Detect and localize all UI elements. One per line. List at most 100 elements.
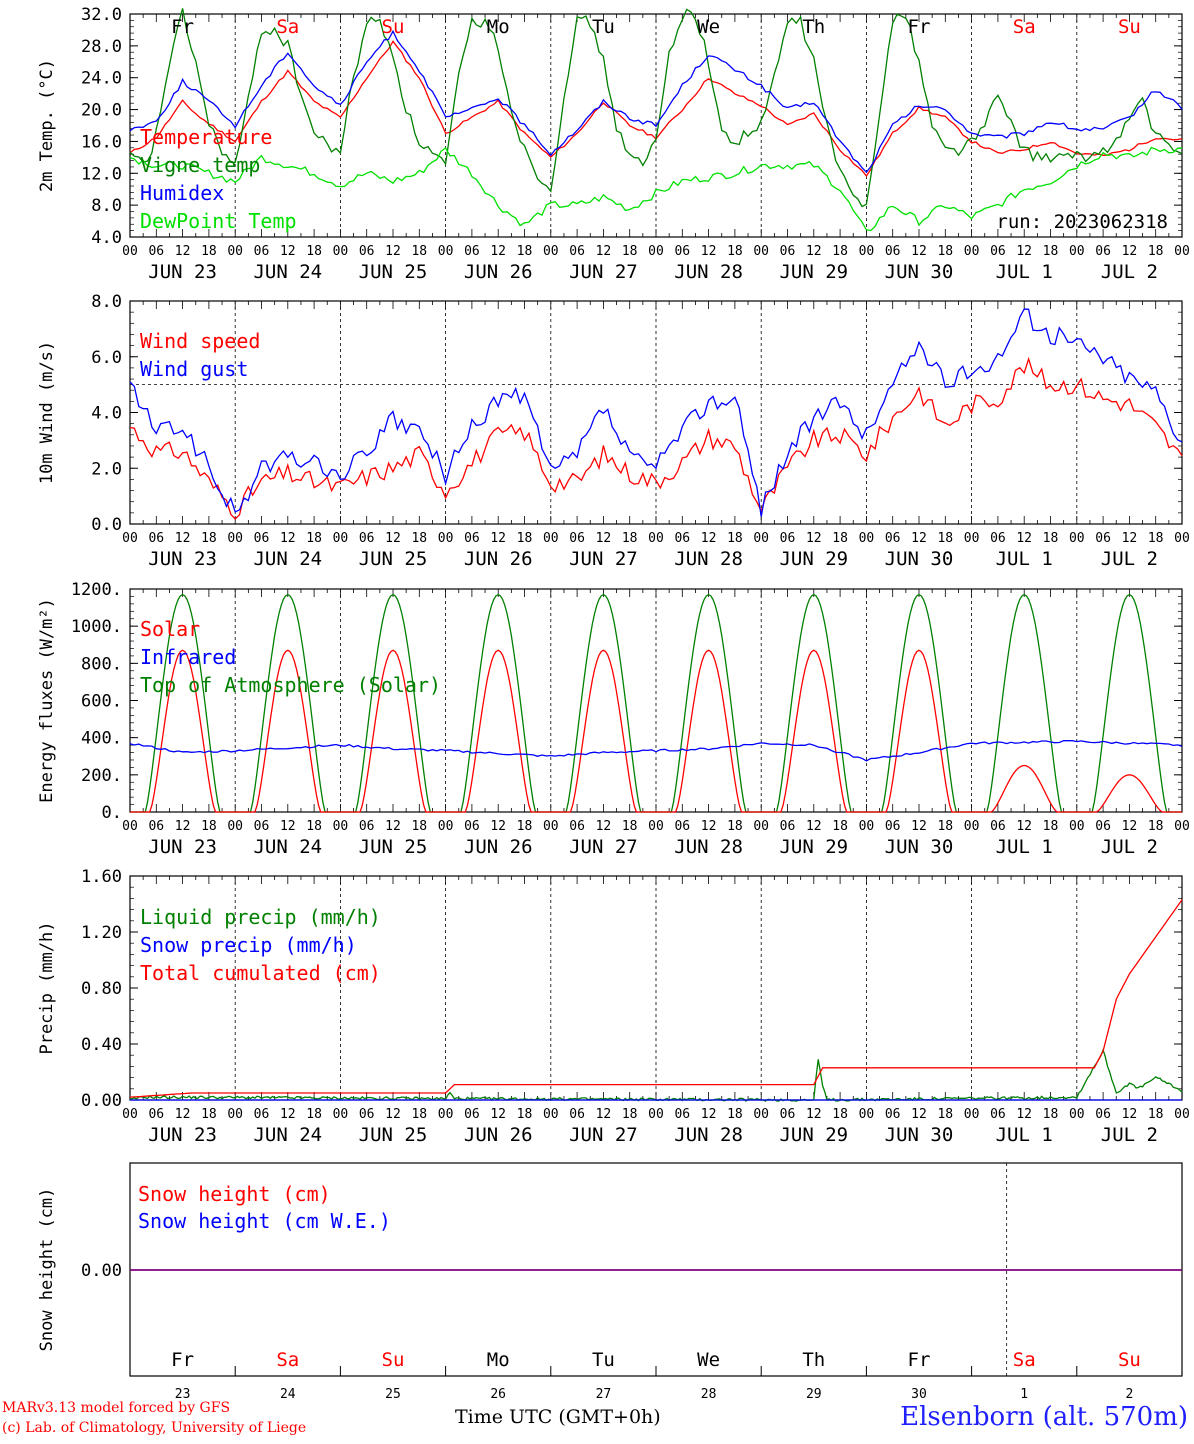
- hour-tick-label: 18: [832, 1107, 848, 1122]
- hour-tick-label: 12: [175, 819, 191, 834]
- hour-tick-label: 06: [990, 531, 1006, 546]
- hour-tick-label: 06: [780, 531, 796, 546]
- hour-tick-label: 06: [1095, 1107, 1111, 1122]
- legend-snow-height-cm-: Snow height (cm): [138, 1182, 331, 1206]
- y-tick-label: 0.40: [81, 1035, 122, 1055]
- hour-tick-label: 00: [1069, 244, 1085, 259]
- hour-tick-label: 06: [464, 819, 480, 834]
- credit-line-2: (c) Lab. of Climatology, University of L…: [2, 1420, 307, 1436]
- y-tick-label: 0.00: [81, 1261, 122, 1281]
- y-tick-label: 1.60: [81, 867, 122, 887]
- weekday-label: Th: [802, 1349, 825, 1371]
- weekday-label: Sa: [276, 16, 299, 38]
- hour-tick-label: 18: [937, 1107, 953, 1122]
- hour-tick-label: 06: [569, 244, 585, 259]
- legend-humidex: Humidex: [140, 181, 224, 205]
- weekday-label: Mo: [487, 16, 510, 38]
- date-label: JUL 1: [996, 836, 1053, 858]
- date-label: JUL 2: [1101, 261, 1158, 283]
- panel-frame-flux: [129, 588, 1183, 813]
- hour-tick-label: 06: [780, 819, 796, 834]
- y-tick-label: 800.: [81, 654, 122, 674]
- hour-tick-label: 12: [1016, 1107, 1032, 1122]
- y-tick-label: 2.0: [91, 459, 122, 479]
- y-tick-label: 0.80: [81, 979, 122, 999]
- hour-tick-label: 12: [911, 819, 927, 834]
- day-number-label: 30: [911, 1387, 927, 1402]
- y-tick-label: 0.00: [81, 1091, 122, 1111]
- series-line-wind-speed: [129, 356, 1183, 520]
- hour-tick-label: 18: [1148, 531, 1164, 546]
- hour-tick-label: 18: [1148, 819, 1164, 834]
- series-line-temperature: [129, 40, 1183, 178]
- day-number-label: 27: [596, 1387, 612, 1402]
- date-label: JUN 24: [253, 836, 322, 858]
- hour-tick-label: 00: [753, 819, 769, 834]
- date-label: JUN 26: [464, 548, 533, 570]
- hour-tick-label: 18: [727, 244, 743, 259]
- hour-tick-label: 06: [674, 1107, 690, 1122]
- hour-tick-label: 12: [596, 819, 612, 834]
- legend-top-of-atmosphere-solar-: Top of Atmosphere (Solar): [140, 673, 441, 697]
- weekday-label: Fr: [171, 16, 194, 38]
- hour-tick-label: 06: [254, 819, 270, 834]
- hour-tick-label: 18: [306, 531, 322, 546]
- hour-tick-label: 12: [1122, 819, 1138, 834]
- y-tick-label: 24.0: [81, 69, 122, 89]
- hour-tick-label: 06: [569, 1107, 585, 1122]
- hour-tick-label: 00: [227, 1107, 243, 1122]
- hour-tick-label: 06: [569, 531, 585, 546]
- hour-tick-label: 00: [964, 244, 980, 259]
- legend-dewpoint-temp: DewPoint Temp: [140, 209, 297, 233]
- hour-tick-label: 12: [596, 1107, 612, 1122]
- hour-tick-label: 00: [1174, 244, 1190, 259]
- day-number-label: 24: [280, 1387, 296, 1402]
- legend-temperature: Temperature: [140, 125, 272, 149]
- legend-snow-height-cm-w-e-: Snow height (cm W.E.): [138, 1209, 391, 1233]
- hour-tick-label: 18: [306, 244, 322, 259]
- hour-tick-label: 06: [990, 819, 1006, 834]
- day-number-label: 2: [1125, 1387, 1133, 1402]
- hour-tick-label: 12: [1016, 244, 1032, 259]
- y-tick-label: 32.0: [81, 5, 122, 25]
- date-label: JUN 24: [253, 261, 322, 283]
- weekday-label: Sa: [1013, 1349, 1036, 1371]
- hour-tick-label: 00: [1174, 819, 1190, 834]
- weekday-label: Tu: [592, 1349, 615, 1371]
- hour-tick-label: 18: [517, 244, 533, 259]
- y-tick-label: 0.0: [91, 515, 122, 535]
- hour-tick-label: 00: [543, 531, 559, 546]
- hour-tick-label: 00: [753, 1107, 769, 1122]
- hour-tick-label: 00: [543, 819, 559, 834]
- hour-tick-label: 00: [333, 531, 349, 546]
- hour-tick-label: 00: [1069, 531, 1085, 546]
- hour-tick-label: 18: [517, 531, 533, 546]
- date-label: JUN 28: [674, 836, 743, 858]
- hour-tick-label: 00: [648, 819, 664, 834]
- date-label: JUN 24: [253, 548, 322, 570]
- hour-tick-label: 00: [438, 1107, 454, 1122]
- hour-tick-label: 18: [201, 1107, 217, 1122]
- date-label: JUN 27: [569, 261, 638, 283]
- panel-frame-wind: [129, 300, 1183, 525]
- hour-tick-label: 12: [701, 1107, 717, 1122]
- date-label: JUN 25: [359, 261, 428, 283]
- hour-tick-label: 06: [990, 1107, 1006, 1122]
- hour-tick-label: 06: [674, 531, 690, 546]
- y-axis-label-flux: Energy fluxes (W/m²): [37, 598, 57, 803]
- hour-tick-label: 12: [1016, 531, 1032, 546]
- hour-tick-label: 00: [543, 244, 559, 259]
- hour-tick-label: 12: [1122, 1107, 1138, 1122]
- date-label: JUN 23: [148, 548, 217, 570]
- weekday-label: We: [697, 16, 720, 38]
- hour-tick-label: 00: [859, 819, 875, 834]
- hour-tick-label: 06: [148, 244, 164, 259]
- hour-tick-label: 06: [1095, 244, 1111, 259]
- hour-tick-label: 06: [885, 531, 901, 546]
- date-label: JUN 28: [674, 1124, 743, 1146]
- time-axis-label: Time UTC (GMT+0h): [455, 1406, 661, 1428]
- hour-tick-label: 18: [622, 1107, 638, 1122]
- weekday-label: Sa: [276, 1349, 299, 1371]
- hour-tick-label: 18: [306, 1107, 322, 1122]
- series-line-humidex: [129, 29, 1183, 174]
